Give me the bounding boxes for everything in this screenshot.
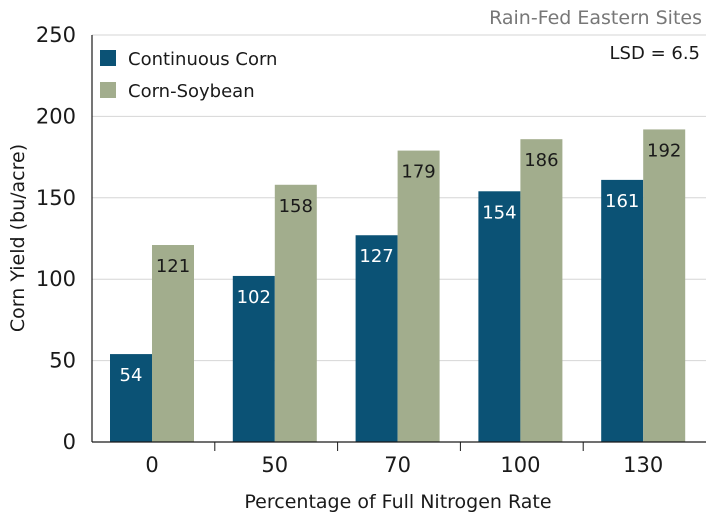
bar-data-label: 186 bbox=[524, 150, 558, 171]
legend-label-corn-soybean: Corn-Soybean bbox=[128, 81, 255, 102]
legend-swatch-continuous-corn bbox=[100, 50, 116, 66]
x-tick-label: 100 bbox=[500, 453, 540, 477]
bar-data-label: 121 bbox=[156, 256, 190, 277]
bar-corn-soybean-100 bbox=[520, 139, 563, 442]
y-tick-label: 100 bbox=[36, 267, 76, 291]
bar-continuous-corn-70 bbox=[355, 235, 398, 442]
bar-data-label: 154 bbox=[482, 202, 516, 223]
y-tick-label: 50 bbox=[49, 349, 76, 373]
bars: 54 121 102 158 127 179 154 186 161 192 bbox=[110, 129, 686, 442]
bar-continuous-corn-130 bbox=[601, 179, 644, 442]
x-axis-label: Percentage of Full Nitrogen Rate bbox=[244, 491, 551, 513]
x-tick-label: 50 bbox=[261, 453, 288, 477]
bar-corn-soybean-50 bbox=[274, 184, 317, 442]
legend-label-continuous-corn: Continuous Corn bbox=[128, 49, 277, 70]
bar-data-label: 161 bbox=[605, 191, 639, 212]
axes: 0 50 100 150 200 250 0 50 70 100 130 bbox=[36, 23, 706, 477]
y-tick-label: 150 bbox=[36, 186, 76, 210]
y-tick-label: 0 bbox=[63, 430, 76, 454]
x-tick-label: 0 bbox=[145, 453, 158, 477]
bar-data-label: 179 bbox=[401, 162, 435, 183]
bar-continuous-corn-0 bbox=[110, 354, 152, 442]
chart-subtitle: Rain-Fed Eastern Sites bbox=[489, 7, 702, 29]
bar-corn-soybean-130 bbox=[643, 129, 686, 442]
bar-data-label: 102 bbox=[237, 287, 271, 308]
legend: Continuous Corn Corn-Soybean bbox=[100, 49, 277, 102]
bar-data-label: 158 bbox=[279, 196, 313, 217]
bar-data-label: 192 bbox=[647, 140, 681, 161]
bar-data-label: 54 bbox=[120, 365, 143, 386]
bar-continuous-corn-50 bbox=[232, 275, 275, 442]
legend-swatch-corn-soybean bbox=[100, 82, 116, 98]
x-tick-label: 130 bbox=[623, 453, 663, 477]
y-axis-label: Corn Yield (bu/acre) bbox=[7, 144, 29, 332]
bar-continuous-corn-100 bbox=[478, 191, 521, 442]
bar-corn-soybean-0 bbox=[152, 245, 194, 442]
y-tick-label: 200 bbox=[36, 104, 76, 128]
bar-corn-soybean-70 bbox=[397, 150, 440, 442]
y-tick-label: 250 bbox=[36, 23, 76, 47]
bar-data-label: 127 bbox=[359, 246, 393, 267]
x-tick-label: 70 bbox=[384, 453, 411, 477]
lsd-annotation: LSD = 6.5 bbox=[610, 43, 700, 64]
